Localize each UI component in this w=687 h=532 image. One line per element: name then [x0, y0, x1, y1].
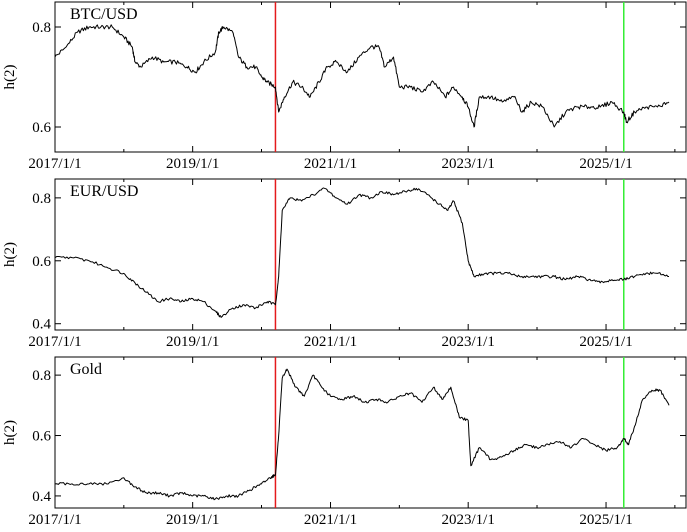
plot-frame	[54, 356, 687, 509]
x-tick-label: 2019/1/1	[166, 334, 219, 350]
panel-1: 0.6 0.8 2017/1/1 2019/1/1 2021/1/1 2023/1/1 20…	[2, 1, 687, 172]
x-tick-label: 2019/1/1	[166, 512, 219, 528]
panel-3: 0.4 0.6 0.8 2017/1/1 2019/1/1 2021/1/1 2023/1/…	[2, 356, 687, 528]
series-line	[54, 368, 670, 501]
x-tick-label: 2025/1/1	[579, 334, 632, 350]
x-tick-label: 2025/1/1	[579, 156, 632, 172]
panel-title: EUR/USD	[70, 183, 138, 200]
x-tick-label: 2017/1/1	[28, 512, 81, 528]
x-tick-label: 2021/1/1	[304, 156, 357, 172]
panel-2: 0.4 0.6 0.8 2017/1/1 2019/1/1 2021/1/1 2023/1/…	[2, 178, 687, 350]
x-tick-label: 2017/1/1	[28, 156, 81, 172]
x-tick-label: 2023/1/1	[442, 156, 495, 172]
panel-title: Gold	[70, 361, 102, 378]
x-tick-label: 2021/1/1	[304, 334, 357, 350]
panel-title: BTC/USD	[70, 6, 138, 23]
y-tick-label: 0.8	[32, 191, 51, 207]
y-tick-label: 0.4	[32, 489, 51, 505]
y-axis-label: h(2)	[2, 420, 18, 445]
series-line	[54, 24, 670, 128]
y-axis-label: h(2)	[2, 242, 18, 267]
y-tick-label: 0.6	[32, 429, 51, 445]
x-tick-label: 2023/1/1	[442, 334, 495, 350]
y-tick-label: 0.8	[32, 368, 51, 384]
y-tick-label: 0.6	[32, 254, 51, 270]
y-tick-label: 0.6	[32, 120, 51, 136]
x-tick-label: 2019/1/1	[166, 156, 219, 172]
series-line	[54, 187, 670, 318]
x-tick-label: 2017/1/1	[28, 334, 81, 350]
x-tick-label: 2025/1/1	[579, 512, 632, 528]
x-tick-label: 2021/1/1	[304, 512, 357, 528]
y-tick-label: 0.4	[32, 317, 51, 333]
x-tick-label: 2023/1/1	[442, 512, 495, 528]
y-axis-label: h(2)	[2, 65, 18, 90]
plot-frame	[54, 178, 687, 331]
y-tick-label: 0.8	[32, 20, 51, 36]
plot-frame	[54, 1, 687, 153]
